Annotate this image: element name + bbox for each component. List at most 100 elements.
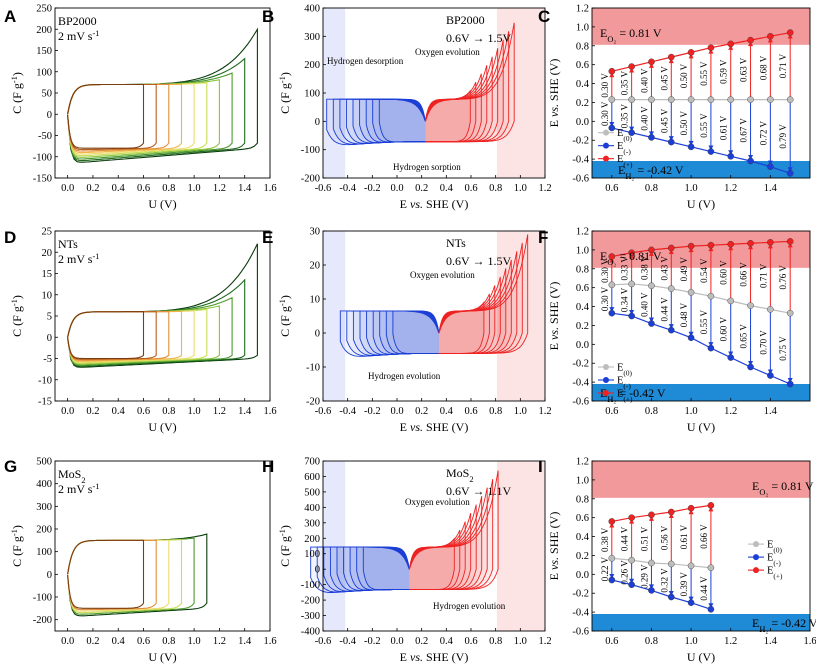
y-tick-label: 200	[36, 25, 52, 36]
e0-point	[767, 306, 774, 313]
y-tick-label: -0.4	[572, 608, 589, 619]
e-plus-point	[628, 63, 635, 70]
x-tick-label: 1.2	[724, 183, 737, 194]
e-plus-point	[707, 502, 715, 509]
negative-swing-label: 0.45 V	[659, 108, 669, 133]
e0-point	[687, 289, 695, 296]
y-tick-label: 300	[304, 32, 320, 43]
x-tick-label: 0.6	[605, 636, 618, 647]
e0-point	[667, 285, 675, 292]
e0-point	[628, 96, 635, 103]
e-plus-point	[648, 246, 655, 254]
y-tick-label: 1.0	[576, 245, 589, 256]
y-tick-label: 20	[310, 261, 321, 272]
x-tick-label: 0.0	[61, 406, 74, 417]
x-tick-label: 0.6	[464, 183, 477, 194]
y-tick-label: -0.2	[572, 136, 589, 147]
plot-frame	[591, 460, 811, 632]
legend-label: E(+)	[767, 566, 783, 581]
negative-swing-label: 0.22 V	[600, 556, 610, 581]
y-tick-label: 0	[47, 570, 52, 581]
o2-stability-band	[592, 231, 810, 268]
x-tick-label: 0.6	[137, 183, 150, 194]
e-plus-point	[786, 29, 794, 36]
x-tick-label: 0.4	[112, 406, 126, 417]
e-minus-point	[707, 605, 715, 613]
arrowhead	[629, 126, 635, 132]
y-tick-label: -150	[33, 174, 52, 185]
y-tick-label: -0.4	[572, 378, 589, 389]
positive-swing-label: 0.49 V	[679, 257, 689, 282]
y-tick-label: 250	[36, 4, 52, 15]
e-minus-point	[648, 134, 655, 141]
y-tick-label: -0.6	[572, 627, 589, 638]
voltage-window-label: 0.6V → 1.1V	[446, 484, 511, 498]
arrowhead	[609, 574, 615, 579]
x-tick-label: -0.2	[364, 183, 381, 194]
y-tick-label: 1.0	[576, 475, 589, 486]
plot-frame	[591, 7, 811, 179]
legend-swatch-marker	[603, 129, 609, 136]
material-label: BP2000	[58, 14, 97, 28]
x-tick-label: 1.4	[238, 636, 252, 647]
x-tick-label: 0.0	[390, 636, 403, 647]
plot-frame	[322, 460, 546, 632]
o2-potential-label: EO₂ = 0.81 V	[752, 479, 814, 497]
e-minus-point	[667, 138, 675, 146]
negative-swing-label: 0.72 V	[758, 120, 768, 145]
positive-swing-label: 0.45 V	[659, 66, 669, 91]
e-plus-point	[648, 511, 655, 519]
x-tick-label: 1.2	[724, 636, 737, 647]
x-tick-label: 0.0	[61, 636, 74, 647]
hydrogen-region	[323, 8, 346, 178]
y-axis-label: C (F g-1)	[10, 525, 25, 567]
e-plus-point	[608, 67, 616, 75]
e0-point	[608, 554, 616, 562]
y-tick-label: 0.4	[576, 79, 590, 90]
e0-point	[687, 562, 695, 570]
panel-D: D 0.0 0.2 0.4 0.6 0.8 1.0 1.2 1.4 1.6 -15 -10 -5 0 5 10…	[4, 227, 277, 435]
e0-point	[608, 96, 616, 103]
arrowhead	[787, 242, 793, 248]
arrowhead	[787, 33, 793, 39]
y-tick-label: 100	[304, 549, 320, 560]
y-axis-label: C (F g-1)	[278, 295, 293, 337]
y-tick-label: -50	[38, 131, 52, 142]
positive-swing-label: 0.71 V	[758, 263, 768, 288]
positive-swing-label: 0.38 V	[600, 527, 610, 552]
positive-swing-label: 0.55 V	[699, 61, 709, 86]
y-tick-label: 0	[47, 110, 52, 121]
y-tick-label: 10	[310, 295, 321, 306]
e-plus-line	[611, 504, 711, 523]
legend-label: E(+)	[617, 154, 633, 169]
arrowhead	[688, 331, 694, 337]
plot-area	[55, 231, 270, 401]
plot-frame	[591, 230, 811, 402]
positive-swing-label: 0.30 V	[600, 258, 610, 283]
x-tick-label: -0.6	[315, 636, 332, 647]
e-plus-point	[727, 40, 735, 48]
e0-line	[611, 557, 711, 569]
x-tick-label: 1.4	[764, 636, 778, 647]
y-axis-label: E vs. SHE (V)	[547, 512, 561, 581]
plot-area	[55, 461, 270, 631]
y-tick-label: 150	[36, 46, 52, 57]
arrowhead	[629, 578, 635, 584]
panel-letter-B: B	[262, 7, 274, 26]
x-axis-label: U (V)	[687, 420, 715, 434]
e-plus-point	[687, 49, 695, 56]
y-tick-label: 15	[42, 269, 53, 280]
y-tick-label: 200	[304, 60, 320, 71]
h2-stability-band	[592, 614, 810, 631]
y-tick-label: -20	[306, 397, 320, 408]
arrowhead	[767, 37, 773, 43]
e-minus-point	[648, 320, 655, 327]
panel-F: 0.30 V 0.30 V 0.33 V 0.34 V 0.38 V 0.40 V 0.43…	[538, 227, 811, 434]
arrowhead	[668, 513, 674, 518]
y-tick-label: 100	[36, 67, 52, 78]
x-tick-label: 1.0	[685, 183, 698, 194]
o2-potential-label: EO₂ = 0.81 V	[600, 26, 662, 44]
y-tick-label: -5	[43, 354, 52, 365]
y-tick-label: 0	[315, 329, 320, 340]
material-label: MoS2	[446, 466, 474, 484]
